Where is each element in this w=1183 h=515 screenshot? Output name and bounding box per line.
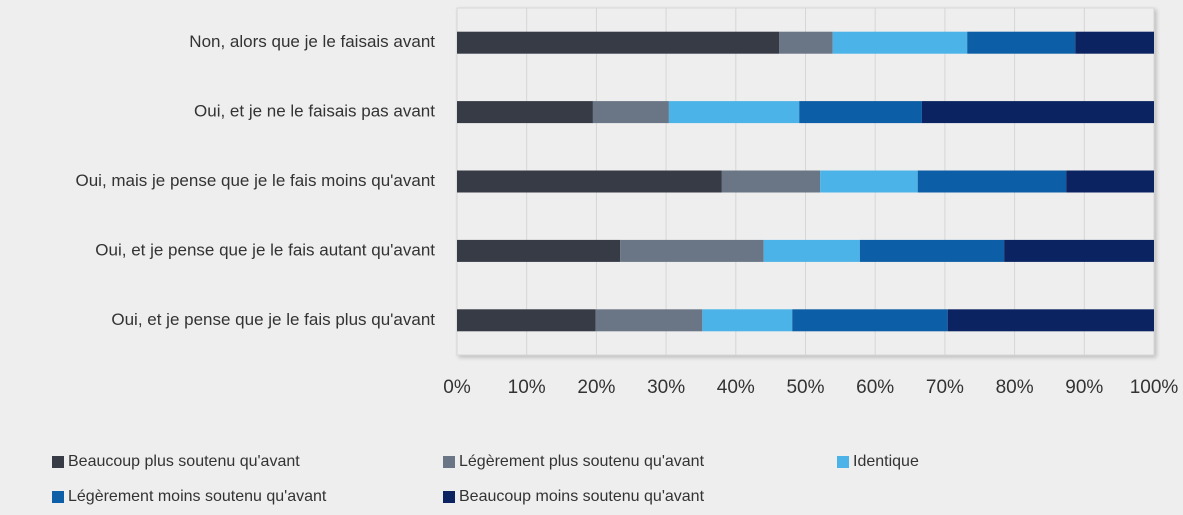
bar-segment	[457, 239, 621, 262]
x-tick-label: 60%	[856, 377, 894, 398]
legend-swatch	[837, 456, 849, 468]
bar-segment	[457, 309, 596, 332]
bar-segment	[1004, 239, 1154, 262]
legend-swatch	[443, 456, 455, 468]
y-tick-label: Oui, et je ne le faisais pas avant	[194, 102, 435, 121]
bar-segment	[1066, 170, 1154, 193]
x-tick-label: 80%	[996, 377, 1034, 398]
legend-swatch	[52, 491, 64, 503]
bar-segment	[668, 101, 800, 124]
bar-segment	[792, 309, 948, 332]
legend-label: Identique	[853, 453, 919, 470]
y-tick-label: Oui, mais je pense que je le fais moins …	[76, 171, 436, 190]
bar-segment	[859, 239, 1005, 262]
x-tick-label: 40%	[717, 377, 755, 398]
bar-segment	[763, 239, 860, 262]
bar-segment	[457, 31, 780, 54]
x-tick-label: 100%	[1130, 377, 1179, 398]
y-tick-label: Oui, et je pense que je le fais autant q…	[95, 240, 435, 259]
bar-segment	[592, 101, 669, 124]
x-tick-label: 20%	[577, 377, 615, 398]
legend-label: Légèrement moins soutenu qu'avant	[68, 488, 327, 505]
bar-segment	[921, 101, 1154, 124]
bar-segment	[620, 239, 764, 262]
bar-segment	[1075, 31, 1154, 54]
bar-segment	[917, 170, 1067, 193]
legend-swatch	[52, 456, 64, 468]
legend-label: Légèrement plus soutenu qu'avant	[459, 453, 705, 470]
x-tick-label: 30%	[647, 377, 685, 398]
bar-segment	[832, 31, 968, 54]
bar-segment	[779, 31, 833, 54]
x-tick-label: 90%	[1065, 377, 1103, 398]
legend-label: Beaucoup moins soutenu qu'avant	[459, 488, 705, 505]
legend-label: Beaucoup plus soutenu qu'avant	[68, 453, 300, 470]
bar-segment	[820, 170, 918, 193]
bar-segment	[799, 101, 922, 124]
y-tick-label: Non, alors que je le faisais avant	[189, 32, 435, 51]
bar-segment	[967, 31, 1076, 54]
bar-segment	[721, 170, 821, 193]
bar-segment	[947, 309, 1154, 332]
bar-segment	[595, 309, 703, 332]
bar-segment	[457, 101, 593, 124]
legend-swatch	[443, 491, 455, 503]
legend: Beaucoup plus soutenu qu'avant Légèrement…	[52, 453, 919, 505]
x-tick-label: 70%	[926, 377, 964, 398]
bar-segment	[457, 170, 722, 193]
y-tick-label: Oui, et je pense que je le fais plus qu'…	[111, 310, 435, 329]
bar-segment	[702, 309, 793, 332]
x-tick-label: 50%	[786, 377, 824, 398]
x-tick-label: 10%	[508, 377, 546, 398]
x-tick-label: 0%	[443, 377, 471, 398]
